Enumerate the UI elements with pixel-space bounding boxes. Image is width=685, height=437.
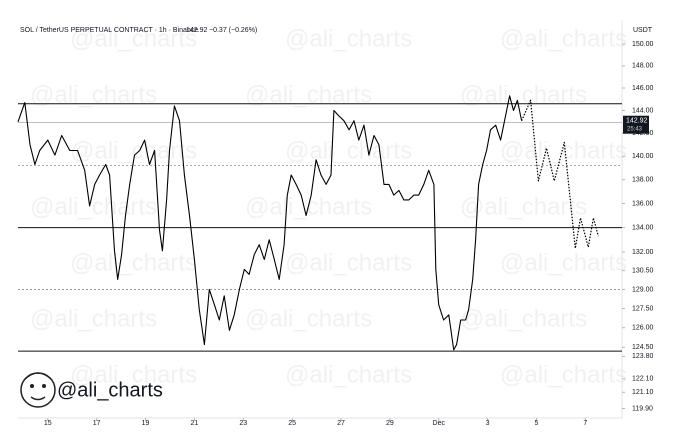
watermark: @ali_charts	[70, 249, 197, 276]
y-tick-label: 129.00	[632, 286, 654, 293]
watermark: @ali_charts	[500, 25, 627, 52]
x-tick-label: Dec	[433, 420, 446, 427]
y-tick-label: 127.50	[632, 305, 654, 312]
y-tick-label: 144.00	[632, 107, 654, 114]
y-tick-label: 126.00	[632, 325, 654, 332]
watermark: @ali_charts	[285, 137, 412, 164]
watermark: @ali_charts	[245, 305, 372, 332]
chart-title: SOL / TetherUS PERPETUAL CONTRACT · 1h ·…	[20, 27, 198, 34]
price-change: −0.37 (−0.26%)	[209, 27, 257, 34]
watermark: @ali_charts	[70, 361, 197, 388]
watermark: @ali_charts	[30, 81, 157, 108]
y-tick-label: 146.00	[632, 85, 654, 92]
y-tick-label: 148.00	[632, 63, 654, 70]
y-tick-label: 119.90	[632, 405, 653, 412]
watermark: @ali_charts	[500, 137, 627, 164]
brand-name: @ali_charts	[57, 379, 163, 401]
x-tick-label: 7	[583, 420, 587, 427]
x-tick-label: 3	[486, 420, 490, 427]
last-price-label: 142.92	[626, 118, 648, 125]
watermark: @ali_charts	[30, 193, 157, 220]
watermark: @ali_charts	[285, 249, 412, 276]
x-tick-label: 29	[386, 420, 394, 427]
x-tick-label: 27	[337, 420, 345, 427]
y-tick-label: 132.00	[632, 249, 654, 256]
y-tick-label: 140.00	[632, 153, 654, 160]
watermark: @ali_charts	[30, 305, 157, 332]
y-tick-label: 136.00	[632, 200, 654, 207]
watermark: @ali_charts	[460, 81, 587, 108]
y-tick-label: 123.80	[632, 353, 654, 360]
last-price: 142.92	[186, 27, 208, 34]
x-tick-label: 21	[191, 420, 199, 427]
projection-line	[521, 99, 599, 249]
watermark: @ali_charts	[500, 361, 627, 388]
x-tick-label: 25	[288, 420, 296, 427]
y-tick-label: 122.10	[632, 376, 654, 383]
watermark: @ali_charts	[245, 81, 372, 108]
price-line	[17, 95, 523, 351]
x-tick-label: 23	[239, 420, 247, 427]
y-tick-label: 138.00	[632, 177, 654, 184]
x-tick-label: 15	[44, 420, 52, 427]
x-tick-label: 19	[142, 420, 150, 427]
currency: USDT	[633, 27, 653, 34]
y-tick-label: 134.00	[632, 224, 654, 231]
y-tick-label: 121.10	[632, 389, 654, 396]
y-tick-label: 130.50	[632, 267, 654, 274]
watermark: @ali_charts	[500, 249, 627, 276]
watermark: @ali_charts	[460, 305, 587, 332]
countdown-label: 25:43	[627, 126, 643, 132]
watermark: @ali_charts	[285, 361, 412, 388]
x-tick-label: 5	[535, 420, 539, 427]
watermark: @ali_charts	[70, 25, 197, 52]
x-tick-label: 17	[93, 420, 101, 427]
watermark: @ali_charts	[460, 193, 587, 220]
brand-logo	[20, 372, 56, 408]
watermark: @ali_charts	[285, 25, 412, 52]
y-tick-label: 124.50	[632, 344, 654, 351]
y-tick-label: 150.00	[632, 41, 654, 48]
last-price-box	[623, 115, 649, 134]
